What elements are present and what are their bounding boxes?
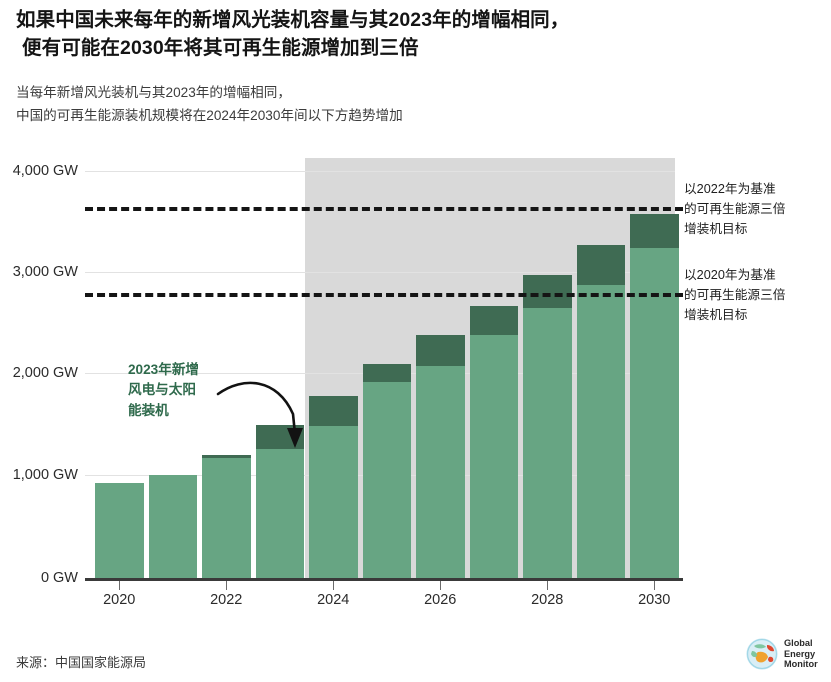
globe-icon xyxy=(746,638,778,670)
page-title: 如果中国未来每年的新增风光装机容量与其2023年的增幅相同， 便有可能在2030… xyxy=(16,6,816,62)
x-axis-tick-2030 xyxy=(654,581,656,590)
bar-segment-addition-2022 xyxy=(202,454,251,458)
y-axis-label-1000: 1,000 GW xyxy=(12,467,78,483)
bar-segment-addition-2026 xyxy=(416,334,465,367)
bar-2028 xyxy=(523,274,572,578)
callout-line-2: 风电与太阳 xyxy=(128,382,196,398)
bar-2030 xyxy=(630,213,679,578)
x-axis-label-2024: 2024 xyxy=(317,592,350,608)
bar-segment-base-2026 xyxy=(416,366,465,578)
gridline-3000 xyxy=(85,272,675,273)
y-axis-label-2000: 2,000 GW xyxy=(12,365,78,381)
callout-label-2023-additions: 2023年新增 风电与太阳 能装机 xyxy=(128,360,238,421)
bar-segment-base-2030 xyxy=(630,247,679,578)
target-2022-line-3: 增装机目标 xyxy=(684,221,748,236)
callout-line-3: 能装机 xyxy=(128,402,169,418)
gridline-4000 xyxy=(85,171,675,172)
y-axis-label-3000: 3,000 GW xyxy=(12,264,78,280)
gem-logo: Global Energy Monitor xyxy=(745,637,818,671)
y-axis-label-0: 0 GW xyxy=(40,570,78,586)
x-axis-label-2028: 2028 xyxy=(531,592,564,608)
bar-2027 xyxy=(469,306,518,578)
subtitle-line-2: 中国的可再生能源装机规模将在2024年2030年间以下方趋势增加 xyxy=(16,107,403,123)
logo-line-2: Energy xyxy=(784,648,816,659)
x-axis-tick-2024 xyxy=(333,581,335,590)
bar-2029 xyxy=(576,245,625,578)
x-axis-label-2020: 2020 xyxy=(103,592,136,608)
reference-line-2020-target xyxy=(85,293,683,297)
bar-segment-addition-2029 xyxy=(576,245,625,285)
bar-segment-base-2021 xyxy=(148,475,197,578)
x-axis-line xyxy=(85,578,683,581)
bar-segment-base-2024 xyxy=(309,426,358,578)
bar-2020 xyxy=(95,483,144,578)
reference-label-2022-target: 以2022年为基准 的可再生能源三倍 增装机目标 xyxy=(684,180,831,239)
target-2020-line-3: 增装机目标 xyxy=(684,307,748,322)
target-2020-line-2: 的可再生能源三倍 xyxy=(684,287,786,302)
title-line-1: 如果中国未来每年的新增风光装机容量与其2023年的增幅相同， xyxy=(16,9,570,31)
x-axis-tick-2028 xyxy=(547,581,549,590)
callout-line-1: 2023年新增 xyxy=(128,362,200,377)
bar-2025 xyxy=(362,364,411,578)
bar-2021 xyxy=(148,475,197,578)
bar-segment-base-2027 xyxy=(469,334,518,578)
y-axis-label-4000: 4,000 GW xyxy=(12,163,78,179)
bar-segment-base-2022 xyxy=(202,457,251,578)
bar-segment-base-2025 xyxy=(362,381,411,578)
x-axis-label-2030: 2030 xyxy=(638,592,671,608)
bar-segment-addition-2028 xyxy=(523,274,572,309)
x-axis-label-2026: 2026 xyxy=(424,592,457,608)
x-axis-tick-2026 xyxy=(440,581,442,590)
title-line-2: 便有可能在2030年将其可再生能源增加到三倍 xyxy=(22,37,419,60)
bar-segment-base-2028 xyxy=(523,308,572,578)
bar-2026 xyxy=(416,334,465,578)
logo-line-1: Global xyxy=(784,637,813,648)
source-note: 来源：中国国家能源局 xyxy=(16,655,147,670)
bar-segment-addition-2027 xyxy=(469,306,518,335)
bar-2022 xyxy=(202,454,251,578)
x-axis-tick-2022 xyxy=(226,581,228,590)
x-axis-tick-2020 xyxy=(119,581,121,590)
bar-2024 xyxy=(309,395,358,578)
bar-segment-base-2029 xyxy=(576,284,625,578)
bar-segment-base-2023 xyxy=(255,448,304,578)
bar-segment-addition-2030 xyxy=(630,213,679,248)
reference-label-2020-target: 以2020年为基准 的可再生能源三倍 增装机目标 xyxy=(684,266,831,325)
page-subtitle: 当每年新增风光装机与其2023年的增幅相同， 中国的可再生能源装机规模将在202… xyxy=(16,82,816,127)
callout-arrow-icon xyxy=(216,381,303,448)
target-2022-line-2: 的可再生能源三倍 xyxy=(684,201,786,216)
target-2022-line-1: 以2022年为基准 xyxy=(684,182,776,196)
reference-line-2022-target xyxy=(85,207,683,211)
footer-divider xyxy=(0,623,831,624)
gem-logo-text: Global Energy Monitor xyxy=(784,638,818,671)
x-axis-label-2022: 2022 xyxy=(210,592,243,608)
bar-segment-base-2020 xyxy=(95,483,144,578)
subtitle-line-1: 当每年新增风光装机与其2023年的增幅相同， xyxy=(16,85,291,100)
bar-segment-addition-2025 xyxy=(362,364,411,382)
target-2020-line-1: 以2020年为基准 xyxy=(684,268,776,282)
logo-line-3: Monitor xyxy=(784,659,818,670)
bar-segment-addition-2024 xyxy=(309,395,358,427)
